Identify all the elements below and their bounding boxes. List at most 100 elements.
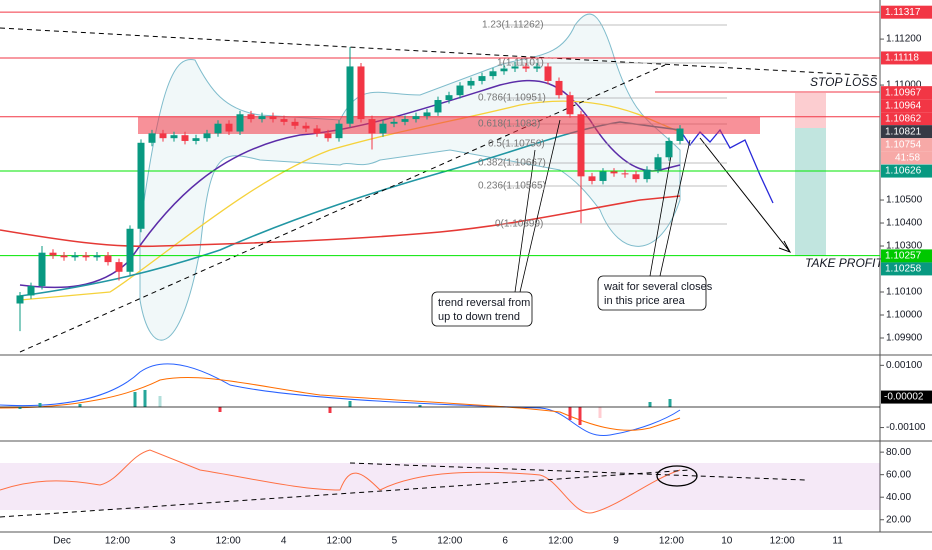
countdown: 41:58: [895, 152, 920, 163]
candle-body: [49, 252, 57, 256]
candle-body: [16, 295, 24, 304]
y-tick-label: 1.10400: [886, 218, 923, 229]
candle-body: [489, 71, 497, 77]
candle-body: [357, 66, 365, 120]
candle-body: [137, 142, 145, 229]
price-badge-label: 1.10967: [885, 87, 922, 98]
stop-loss-zone: [795, 93, 826, 128]
y-tick-label: 1.10000: [886, 310, 923, 321]
price-badge: [881, 112, 932, 126]
fib-label: 1.23(1.11262): [482, 20, 544, 31]
price-badge: [881, 99, 932, 113]
y-tick-label: -0.00100: [886, 422, 926, 433]
y-tick-label: 1.10100: [886, 287, 923, 298]
x-tick-label: 3: [170, 536, 176, 547]
candle-body: [566, 95, 574, 115]
candle-body: [258, 116, 266, 120]
price-badge-label: 1.10257: [885, 251, 922, 262]
take-profit-label: TAKE PROFIT: [805, 256, 884, 270]
price-badge: [881, 262, 932, 276]
candle-body: [60, 255, 68, 258]
y-tick-label: 80.00: [886, 447, 911, 458]
price-badge: [881, 51, 932, 65]
resistance-zone: [138, 117, 760, 134]
fib-label: 1(1.11101): [497, 58, 544, 69]
candle-body: [71, 255, 79, 258]
candle-body: [621, 173, 629, 175]
fib-label: 0.236(1.10565): [478, 181, 546, 192]
candle-body: [148, 133, 156, 143]
candle-body: [214, 123, 222, 134]
price-badge-label: 1.11118: [885, 53, 919, 64]
x-tick-label: 12:00: [659, 536, 684, 547]
price-badge: [881, 125, 932, 139]
candle-body: [225, 123, 233, 132]
fib-label: 0.618(1.1083): [478, 119, 540, 130]
y-tick-label: 0.00100: [886, 360, 923, 371]
y-tick-label: 1.10300: [886, 241, 923, 252]
candle-body: [104, 255, 112, 263]
candle-body: [302, 125, 310, 129]
candle-body: [38, 252, 46, 287]
callout-text: in this price area: [604, 295, 686, 307]
callout-text: trend reversal from: [438, 297, 530, 309]
countdown-badge: [881, 151, 932, 165]
candle-body: [27, 286, 35, 296]
candle-body: [126, 228, 134, 272]
candle-body: [423, 112, 431, 117]
price-badge: [881, 249, 932, 263]
candle-body: [280, 119, 288, 122]
y-tick-label: 1.11000: [886, 80, 922, 91]
x-tick-label: Dec: [53, 536, 71, 547]
fib-labels: 1.23(1.11262) 1(1.11101) 0.786(1.10951) …: [478, 20, 546, 230]
x-tick-label: 12:00: [105, 536, 130, 547]
y-tick-label: 60.00: [886, 469, 911, 480]
price-badge-label: 1.10821: [885, 126, 922, 137]
candle-body: [456, 85, 464, 96]
candle-body: [643, 169, 651, 180]
x-tick-label: 12:00: [770, 536, 795, 547]
price-badge: [881, 138, 932, 152]
candle-body: [588, 176, 596, 181]
candle-body: [82, 255, 90, 258]
price-badge-label: 1.10258: [885, 264, 922, 275]
x-tick-label: 12:00: [216, 536, 241, 547]
x-tick-label: 12:00: [326, 536, 351, 547]
candle-body: [335, 123, 343, 139]
stop-loss-label: STOP LOSS: [810, 75, 877, 89]
candle-body: [522, 66, 530, 69]
candle-body: [379, 123, 387, 134]
price-badge-label: 1.10754: [885, 139, 922, 150]
candle-body: [247, 114, 255, 120]
candle-body: [533, 66, 541, 69]
candle-body: [412, 116, 420, 120]
price-badge: [881, 86, 932, 100]
candle-body: [434, 100, 442, 113]
rsi-pane: [0, 449, 880, 518]
candle-body: [236, 114, 244, 132]
candle-body: [368, 119, 376, 134]
candle-body: [203, 133, 211, 139]
callouts: [431, 119, 707, 327]
candle-body: [665, 140, 673, 158]
candle-body: [93, 255, 101, 258]
candle-body: [676, 128, 684, 141]
candle-body: [632, 174, 640, 180]
callout-text: up to down trend: [438, 311, 520, 323]
macd-badge-label: -0.00002: [884, 392, 924, 403]
candle-body: [346, 66, 354, 124]
candle-body: [511, 66, 519, 69]
candle-body: [269, 116, 277, 120]
candle-body: [544, 66, 552, 81]
fib-label: 0.786(1.10951): [478, 93, 546, 104]
x-tick-label: 4: [281, 536, 287, 547]
candle-body: [610, 171, 618, 174]
y-tick-label: 20.00: [886, 514, 911, 525]
candle-body: [577, 114, 585, 177]
candle-body: [324, 133, 332, 139]
x-tick-label: 6: [502, 536, 508, 547]
x-tick-label: 10: [721, 536, 733, 547]
candle-body: [313, 128, 321, 134]
x-tick-label: 12:00: [548, 536, 573, 547]
